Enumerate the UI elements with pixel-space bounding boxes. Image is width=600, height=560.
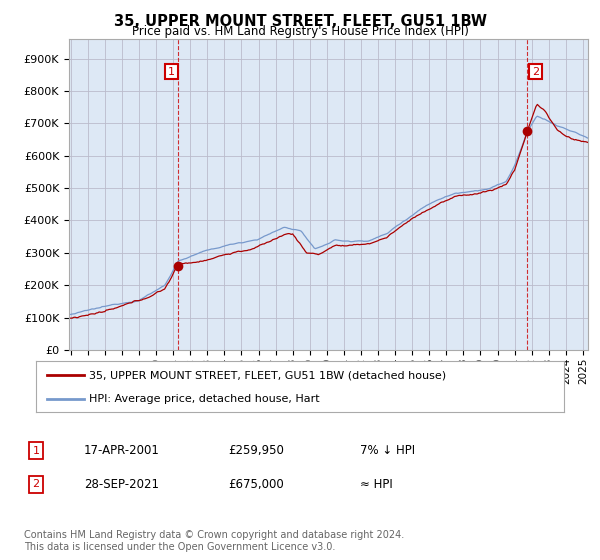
Text: 7% ↓ HPI: 7% ↓ HPI — [360, 444, 415, 458]
Text: 17-APR-2001: 17-APR-2001 — [84, 444, 160, 458]
Text: HPI: Average price, detached house, Hart: HPI: Average price, detached house, Hart — [89, 394, 319, 404]
Text: Price paid vs. HM Land Registry's House Price Index (HPI): Price paid vs. HM Land Registry's House … — [131, 25, 469, 38]
Text: 1: 1 — [168, 67, 175, 77]
Text: £259,950: £259,950 — [228, 444, 284, 458]
Text: 28-SEP-2021: 28-SEP-2021 — [84, 478, 159, 491]
Text: ≈ HPI: ≈ HPI — [360, 478, 393, 491]
Text: 2: 2 — [532, 67, 539, 77]
Text: 2: 2 — [32, 479, 40, 489]
Text: 35, UPPER MOUNT STREET, FLEET, GU51 1BW (detached house): 35, UPPER MOUNT STREET, FLEET, GU51 1BW … — [89, 370, 446, 380]
Text: 1: 1 — [32, 446, 40, 456]
Text: 35, UPPER MOUNT STREET, FLEET, GU51 1BW: 35, UPPER MOUNT STREET, FLEET, GU51 1BW — [113, 14, 487, 29]
Text: Contains HM Land Registry data © Crown copyright and database right 2024.
This d: Contains HM Land Registry data © Crown c… — [24, 530, 404, 552]
Text: £675,000: £675,000 — [228, 478, 284, 491]
